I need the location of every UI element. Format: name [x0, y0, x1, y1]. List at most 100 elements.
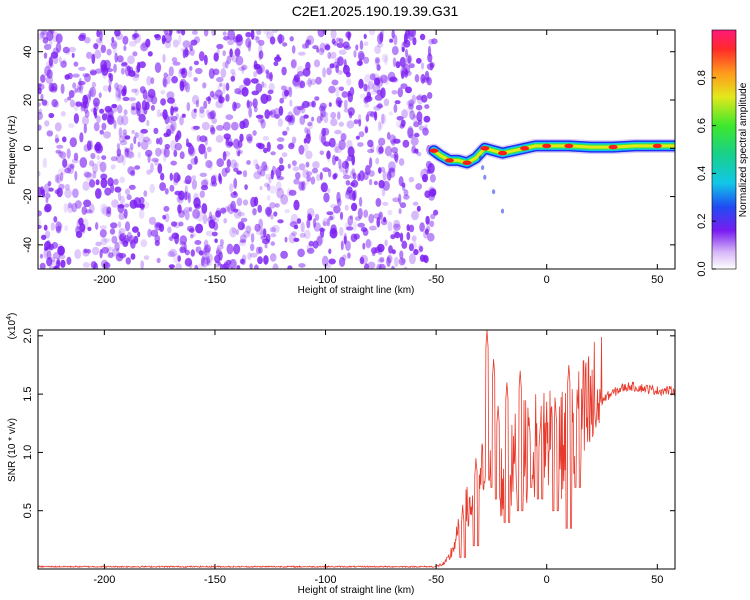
noise-speckle — [146, 94, 154, 103]
noise-speckle — [209, 214, 217, 222]
noise-speckle — [334, 129, 342, 135]
colorbar-tick-label: 0.6 — [696, 118, 708, 133]
noise-speckle — [229, 226, 237, 238]
noise-speckle — [239, 120, 246, 130]
noise-speckle — [194, 36, 200, 44]
noise-speckle — [46, 30, 54, 41]
noise-speckle — [412, 115, 418, 123]
colorbar-tick-label: 0.4 — [696, 166, 708, 181]
noise-speckle — [226, 55, 232, 65]
noise-speckle — [412, 37, 417, 46]
noise-speckle — [367, 148, 375, 154]
noise-speckle — [225, 114, 234, 120]
noise-speckle — [220, 68, 227, 78]
noise-speckle — [360, 254, 369, 264]
noise-speckle — [255, 114, 264, 119]
noise-speckle — [268, 82, 275, 92]
noise-speckle — [357, 142, 364, 147]
noise-speckle — [45, 192, 50, 200]
noise-speckle — [192, 125, 200, 130]
noise-speckle — [229, 258, 237, 269]
noise-speckle — [89, 203, 95, 214]
noise-speckle — [311, 167, 319, 174]
noise-speckle — [158, 137, 163, 145]
noise-speckle — [93, 142, 101, 154]
noise-speckle — [184, 185, 188, 196]
noise-speckle — [275, 181, 282, 192]
noise-speckle — [400, 83, 408, 89]
noise-speckle — [276, 176, 285, 181]
noise-speckle — [206, 146, 212, 153]
noise-speckle — [118, 212, 125, 220]
noise-speckle — [124, 65, 131, 77]
noise-speckle — [366, 111, 375, 117]
noise-speckle — [230, 75, 236, 82]
noise-speckle — [38, 83, 42, 88]
noise-speckle — [357, 208, 363, 219]
noise-speckle — [345, 71, 351, 78]
noise-speckle — [290, 59, 297, 68]
noise-speckle — [363, 33, 367, 40]
noise-speckle — [142, 89, 148, 100]
noise-speckle — [262, 238, 270, 245]
noise-speckle — [110, 156, 118, 162]
noise-speckle — [228, 141, 234, 147]
noise-speckle — [259, 169, 266, 177]
noise-speckle — [59, 151, 67, 160]
noise-speckle — [257, 117, 265, 123]
noise-speckle — [122, 96, 130, 102]
signal-track-layer — [426, 138, 675, 214]
noise-speckle — [67, 202, 72, 209]
noise-speckle — [291, 45, 296, 54]
noise-speckle — [89, 69, 97, 75]
noise-speckle — [364, 74, 372, 83]
noise-speckle — [233, 138, 240, 149]
noise-speckle — [281, 66, 287, 76]
noise-speckle — [391, 90, 398, 95]
noise-speckle — [38, 111, 43, 121]
noise-speckle — [320, 227, 325, 239]
noise-speckle — [146, 119, 150, 127]
noise-speckle — [263, 82, 267, 89]
noise-speckle — [346, 78, 352, 86]
noise-speckle — [260, 119, 266, 129]
noise-speckle — [56, 173, 62, 184]
noise-speckle — [363, 97, 369, 104]
noise-speckle — [223, 36, 230, 41]
noise-speckle — [270, 214, 274, 220]
noise-speckle — [260, 235, 268, 241]
noise-speckle — [328, 102, 332, 107]
noise-speckle — [230, 200, 237, 212]
noise-speckle — [143, 255, 150, 260]
noise-speckle — [368, 213, 375, 224]
noise-speckle — [210, 127, 216, 135]
noise-speckle — [187, 146, 196, 157]
noise-speckle — [330, 51, 337, 59]
noise-speckle — [143, 190, 148, 197]
noise-speckle — [66, 163, 74, 171]
noise-speckle — [408, 63, 415, 69]
noise-speckle — [41, 234, 47, 240]
noise-speckle — [198, 250, 204, 256]
noise-speckle — [143, 106, 148, 115]
noise-speckle — [86, 140, 92, 151]
noise-speckle — [341, 160, 350, 169]
noise-speckle — [99, 229, 107, 238]
noise-speckle — [113, 63, 117, 73]
noise-speckle — [258, 39, 265, 46]
noise-speckle — [369, 225, 377, 231]
noise-speckle — [170, 120, 177, 132]
noise-speckle — [263, 255, 269, 265]
signal-peak — [498, 150, 507, 156]
noise-speckle — [64, 183, 70, 191]
noise-speckle — [305, 61, 311, 71]
noise-speckle — [276, 187, 284, 199]
noise-speckle — [150, 104, 155, 111]
noise-speckle — [254, 264, 259, 269]
noise-speckle — [96, 160, 102, 167]
noise-speckle — [270, 169, 274, 180]
noise-speckle — [237, 221, 245, 231]
noise-speckle — [276, 137, 285, 142]
noise-speckle — [365, 114, 370, 122]
noise-speckle — [416, 57, 422, 64]
